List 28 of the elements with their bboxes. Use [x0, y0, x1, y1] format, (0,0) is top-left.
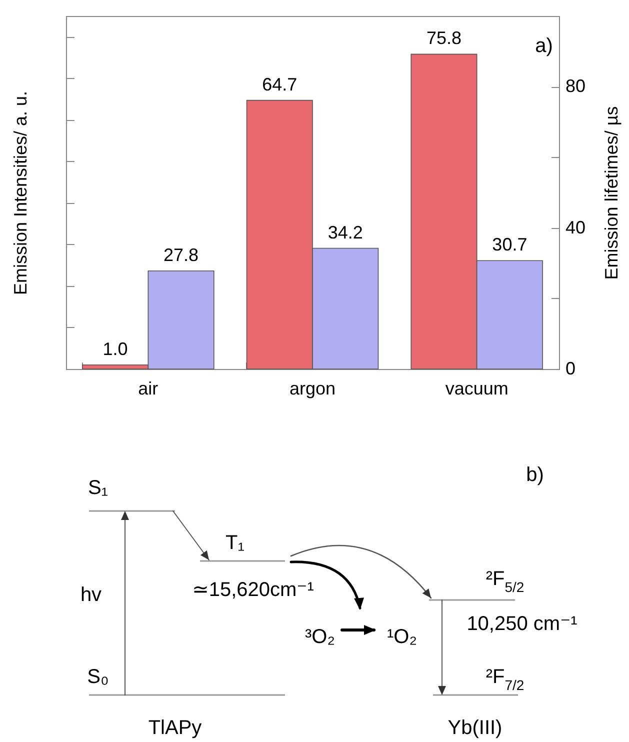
data-label: 30.7: [492, 234, 528, 255]
text: ²F$_{5/2}$: [486, 568, 524, 595]
text: ²F$_{7/2}$: [486, 666, 524, 693]
y-axis-title: Emission Intensities/ a. u.: [10, 90, 30, 296]
data-label: 64.7: [262, 74, 298, 94]
text: hv: [80, 584, 102, 606]
y2-axis-title: Emission lifetimes/ µs: [602, 106, 622, 280]
text: S₁: [88, 477, 108, 500]
text: ¹O₂: [387, 626, 417, 648]
text: ³O₂: [305, 626, 335, 648]
y2-tick-label: 40: [566, 217, 586, 238]
text: TlAPy: [148, 717, 202, 740]
text: 10,250 cm⁻¹: [466, 613, 578, 636]
text: S₀: [87, 666, 109, 688]
text: ≃15,620cm⁻¹: [192, 579, 314, 602]
text: Yb(III): [448, 717, 502, 740]
text: b): [526, 464, 544, 486]
y2-tick-label: 0: [566, 358, 576, 378]
data-label: 1.0: [102, 338, 128, 359]
annotation: a): [535, 35, 553, 57]
x-tick-label: argon: [289, 378, 336, 398]
data-label: 75.8: [426, 28, 462, 48]
x-tick-label: air: [138, 378, 158, 398]
x-tick-label: vacuum: [445, 378, 508, 398]
y2-tick-label: 80: [566, 76, 586, 96]
data-label: 27.8: [164, 244, 199, 265]
text: T₁: [226, 532, 245, 554]
data-label: 34.2: [328, 222, 363, 242]
